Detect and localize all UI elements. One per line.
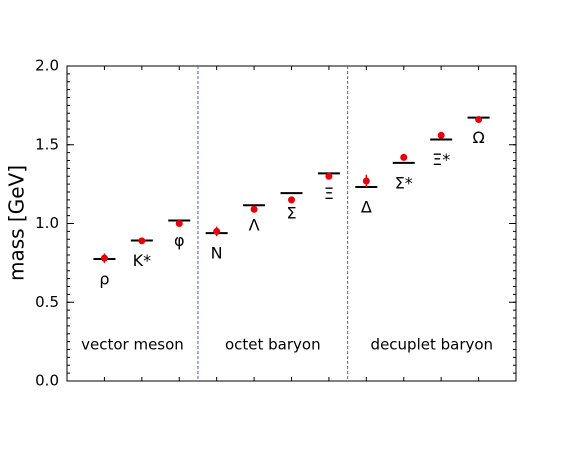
- particle-label: Σ*: [395, 173, 413, 192]
- model-point: [437, 131, 445, 139]
- y-tick-label: 1.0: [35, 214, 59, 232]
- y-tick-label: 1.5: [35, 135, 59, 153]
- model-point: [138, 237, 146, 245]
- particle-label: ρ: [99, 269, 109, 288]
- y-tick-label: 2.0: [35, 57, 59, 75]
- model-point: [475, 116, 483, 124]
- y-tick-label: 0.5: [35, 293, 59, 311]
- particle-label: Δ: [361, 197, 372, 216]
- particle-label: Λ: [249, 216, 260, 235]
- model-point: [213, 227, 221, 235]
- particle-label: Ω: [472, 128, 484, 147]
- y-axis-label: mass [GeV]: [5, 165, 29, 281]
- group-label: vector meson: [81, 336, 184, 354]
- particle-label: K*: [133, 251, 152, 270]
- model-point: [100, 254, 108, 262]
- particle-label: N: [211, 244, 223, 263]
- y-tick-label: 0.0: [35, 372, 59, 390]
- group-label: decuplet baryon: [371, 336, 494, 354]
- particle-label: Ξ: [324, 184, 334, 203]
- group-label: octet baryon: [225, 336, 321, 354]
- model-point: [362, 177, 370, 185]
- model-point: [288, 196, 295, 204]
- model-point: [325, 172, 333, 180]
- particle-label: Σ: [286, 204, 296, 223]
- plot-frame: [66, 65, 517, 382]
- model-point: [175, 220, 183, 227]
- model-point: [250, 205, 258, 213]
- model-point: [400, 153, 408, 161]
- particle-label: φ: [174, 231, 185, 250]
- particle-label: Ξ*: [432, 150, 450, 169]
